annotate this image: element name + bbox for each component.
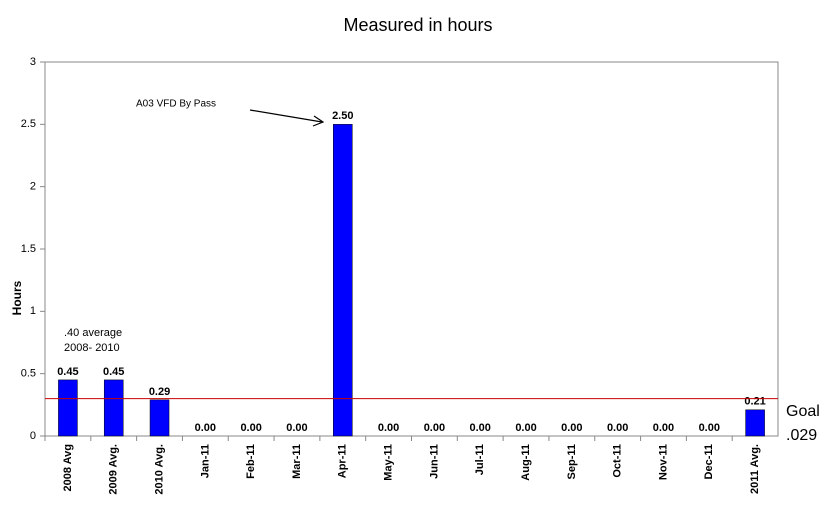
annotation: 2008- 2010 [64,342,120,354]
value-label: 0.21 [744,396,765,408]
value-label: 0.00 [561,422,582,434]
value-label: 0.00 [699,422,720,434]
x-tick-label: Dec-11 [703,444,715,479]
goal-label: Goal [786,403,820,420]
x-tick-label: 2009 Avg. [108,444,120,495]
value-label: 0.00 [470,422,491,434]
chart-title: Measured in hours [343,15,492,35]
value-label: 0.00 [515,422,536,434]
x-tick-label: May-11 [383,444,395,481]
value-label: 2.50 [332,110,353,122]
x-tick-label: Oct-11 [612,444,624,478]
plot-frame [44,61,779,437]
y-tick-label: 1.5 [21,243,36,255]
annotation-arrowhead [312,115,325,127]
goal-label: .029 [786,427,817,444]
value-label: 0.00 [653,422,674,434]
value-label: 0.00 [378,422,399,434]
value-label: 0.00 [424,422,445,434]
x-tick-label: Feb-11 [245,444,257,479]
annotation: A03 VFD By Pass [136,99,216,110]
y-tick-label: 0 [30,430,36,442]
value-label: 0.45 [57,366,78,378]
value-label: 0.00 [286,422,307,434]
bar [149,399,170,437]
value-label: 0.00 [240,422,261,434]
x-tick-label: 2011 Avg. [749,444,761,494]
y-tick-label: 0.5 [21,368,36,380]
x-tick-label: Sep-11 [566,444,578,479]
y-tick-label: 2.5 [21,118,36,130]
bar [333,124,353,437]
y-tick-label: 3 [30,56,36,68]
bar [103,379,124,437]
value-label: 0.00 [607,422,628,434]
y-tick-label: 1 [30,305,36,317]
annotation: .40 average [64,327,122,339]
x-tick-label: 2010 Avg. [153,444,165,495]
x-tick-label: 2008 Avg [62,444,74,492]
annotation-arrow [249,109,323,123]
x-tick-label: Apr-11 [337,444,349,478]
value-label: 0.45 [103,366,124,378]
x-tick-label: Nov-11 [657,444,669,480]
x-tick-label: Jan-11 [199,444,211,478]
x-tick-label: Mar-11 [291,444,303,479]
bar [58,379,78,437]
x-tick-label: Jul-11 [474,444,486,475]
y-axis-label: Hours [10,280,24,315]
bar [745,409,765,437]
y-tick-label: 2 [30,181,36,193]
value-label: 0.00 [195,422,216,434]
x-tick-label: Jun-11 [428,444,440,479]
value-label: 0.29 [149,386,170,398]
x-tick-label: Aug-11 [520,444,532,481]
